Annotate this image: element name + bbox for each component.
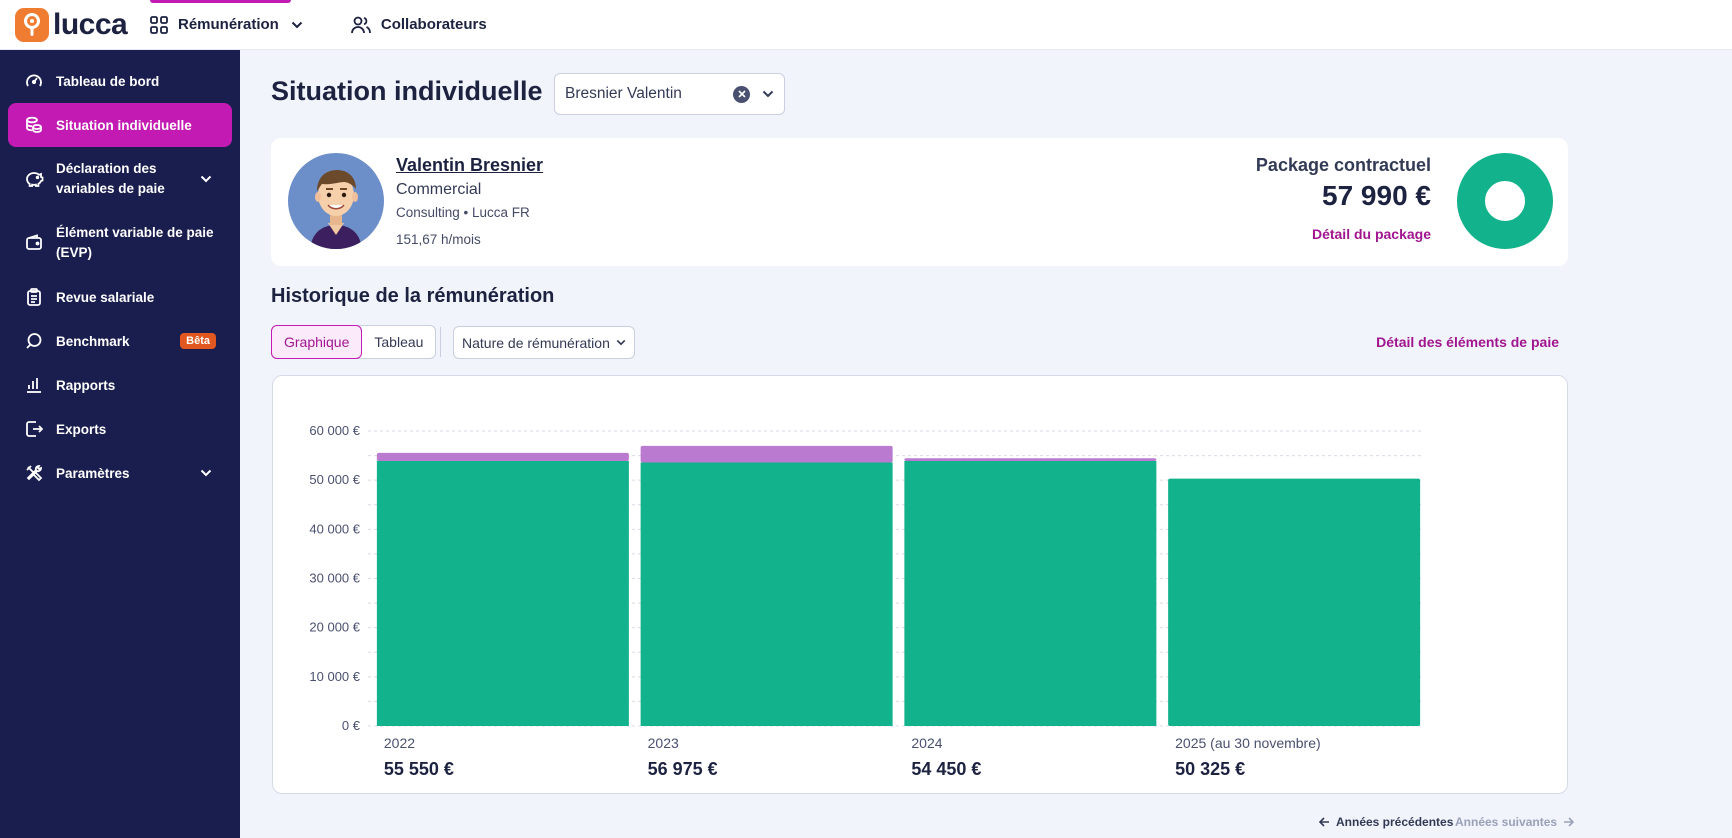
y-tick-label: 60 000 €: [309, 423, 360, 438]
chevron-down-icon: [291, 21, 303, 28]
lucca-logo[interactable]: lucca: [15, 7, 140, 42]
y-tick-label: 20 000 €: [309, 620, 360, 635]
previous-years-label: Années précédentes: [1336, 815, 1454, 829]
sidebar-item-benchmark[interactable]: Benchmark Bêta: [8, 319, 232, 363]
chevron-down-icon[interactable]: [762, 90, 774, 98]
y-tick-label: 10 000 €: [309, 669, 360, 684]
topnav-collaborateurs-label: Collaborateurs: [380, 16, 487, 33]
history-chart-svg: 0 € 10 000 € 20 000 € 30 000 € 40 000 € 50 00…: [309, 423, 1423, 779]
x-tick-label: 2025 (au 30 novembre): [1175, 735, 1321, 751]
bar-total-label: 50 325 €: [1175, 759, 1245, 779]
chevron-down-icon: [616, 339, 626, 346]
package-value: 57 990 €: [1322, 180, 1431, 211]
package-title: Package contractuel: [1255, 155, 1431, 175]
x-tick-label: 2024: [911, 735, 942, 751]
logo-text: lucca: [53, 7, 128, 41]
users-icon: [350, 16, 371, 33]
wallet-icon: [24, 233, 44, 253]
sidebar: Tableau de bord Situation individuelle D…: [0, 50, 240, 838]
sidebar-item-evp[interactable]: Élément variable de paie (EVP): [8, 211, 232, 275]
coins-icon: [24, 115, 44, 135]
toolbar-divider: [440, 327, 441, 357]
logo-mark-icon: [15, 7, 49, 42]
next-years-label: Années suivantes: [1455, 815, 1558, 829]
arrow-left-icon: [1319, 817, 1329, 827]
sidebar-item-label: Revue salariale: [56, 289, 155, 305]
beta-badge: Bêta: [180, 333, 216, 349]
sidebar-item-rapports[interactable]: Rapports: [8, 363, 232, 407]
sidebar-item-tableau-de-bord[interactable]: Tableau de bord: [8, 59, 232, 103]
package-donut-chart: [1457, 153, 1553, 249]
arrow-right-icon: [1564, 817, 1575, 827]
bar-segment: [640, 445, 893, 463]
tab-tableau[interactable]: Tableau: [374, 334, 424, 350]
previous-years-button[interactable]: Années précédentes: [1313, 815, 1453, 829]
bar-total-label: 55 550 €: [384, 759, 454, 779]
employee-department: Consulting • Lucca FR: [396, 205, 530, 220]
sidebar-item-situation-individuelle[interactable]: Situation individuelle: [8, 103, 232, 147]
nature-filter-label: Nature de rémunération: [462, 334, 610, 351]
nature-filter[interactable]: Nature de rémunération: [453, 326, 635, 359]
bar-total-label: 54 450 €: [911, 759, 981, 779]
y-tick-label: 0 €: [342, 718, 361, 733]
bar-segment: [904, 458, 1157, 461]
payroll-details-link[interactable]: Détail des éléments de paie: [1376, 334, 1559, 350]
avatar: [288, 153, 384, 249]
sidebar-item-label: Tableau de bord: [56, 73, 160, 89]
history-title: Historique de la rémunération: [271, 285, 555, 307]
sidebar-item-parametres[interactable]: Paramètres: [8, 451, 232, 495]
package-detail-link[interactable]: Détail du package: [1311, 226, 1431, 242]
bar-segment: [376, 452, 629, 461]
topnav-collaborateurs[interactable]: Collaborateurs: [341, 0, 497, 50]
sidebar-item-label: Déclaration des variables de paie: [56, 161, 165, 196]
sidebar-item-label: Benchmark: [56, 333, 130, 349]
topnav-remuneration[interactable]: Rémunération: [140, 0, 323, 50]
employee-role: Commercial: [396, 181, 482, 198]
search-icon: [24, 331, 44, 351]
sidebar-item-exports[interactable]: Exports: [8, 407, 232, 451]
y-tick-label: 50 000 €: [309, 472, 360, 487]
sidebar-item-label: Situation individuelle: [56, 117, 192, 133]
piggy-bank-icon: [24, 169, 44, 189]
bar-total-label: 56 975 €: [648, 759, 718, 779]
clear-icon[interactable]: [733, 85, 750, 103]
grid-icon: [150, 15, 168, 34]
employee-hours: 151,67 h/mois: [396, 232, 481, 247]
sidebar-item-declaration[interactable]: Déclaration des variables de paie: [8, 147, 232, 211]
sidebar-item-revue-salariale[interactable]: Revue salariale: [8, 275, 232, 319]
tools-icon: [24, 463, 44, 483]
sidebar-item-label: Élément variable de paie (EVP): [56, 225, 214, 260]
employee-select[interactable]: Bresnier Valentin: [554, 73, 785, 115]
chevron-down-icon: [200, 469, 212, 477]
employee-name-link[interactable]: Valentin Bresnier: [396, 155, 544, 175]
bar-chart-icon: [24, 375, 44, 395]
bar-segment: [1168, 478, 1421, 726]
bar-segment: [376, 460, 629, 726]
view-toggle: Graphique Tableau: [271, 325, 437, 359]
clipboard-icon: [24, 287, 44, 307]
topnav-remuneration-label: Rémunération: [178, 16, 279, 33]
y-tick-label: 40 000 €: [309, 521, 360, 536]
next-years-button[interactable]: Années suivantes: [1455, 815, 1580, 829]
sidebar-item-label: Paramètres: [56, 465, 130, 481]
bar-segment: [640, 462, 893, 726]
export-icon: [24, 419, 44, 439]
bar-segment: [904, 460, 1157, 726]
sidebar-item-label: Exports: [56, 421, 107, 437]
x-tick-label: 2023: [648, 735, 679, 751]
sidebar-item-label: Rapports: [56, 377, 116, 393]
history-chart: 0 € 10 000 € 20 000 € 30 000 € 40 000 € 50 00…: [272, 375, 1568, 794]
chevron-down-icon: [200, 175, 212, 183]
employee-card: Valentin Bresnier Commercial Consulting …: [271, 138, 1568, 266]
gauge-icon: [24, 71, 44, 91]
tab-graphique[interactable]: Graphique: [271, 325, 363, 359]
x-tick-label: 2022: [384, 735, 415, 751]
page-title: Situation individuelle: [271, 76, 543, 106]
employee-select-value: Bresnier Valentin: [565, 85, 682, 102]
top-bar: lucca Rémunération Collaborateurs: [0, 0, 1732, 50]
y-tick-label: 30 000 €: [309, 571, 360, 586]
